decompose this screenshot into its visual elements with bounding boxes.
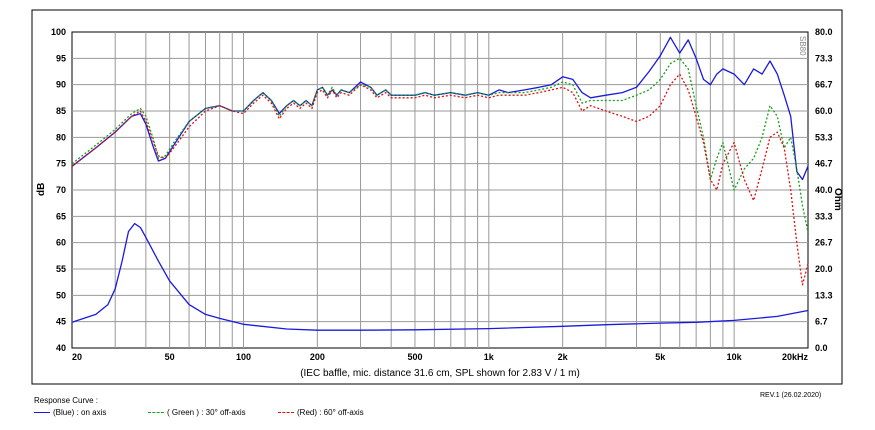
- watermark: SB80: [798, 36, 807, 56]
- series-line-impedance: [71, 222, 809, 331]
- y2-tick-label: 20.0: [815, 264, 833, 274]
- y2-tick-label: 66.7: [815, 80, 833, 90]
- grid-lines: [72, 32, 808, 348]
- series-group: [71, 36, 809, 331]
- outer-frame: [31, 9, 843, 385]
- legend-label-blue: (Blue) : on axis: [53, 408, 107, 417]
- y2-tick-label: 33.3: [815, 211, 833, 221]
- y-tick-label: 55: [56, 264, 66, 274]
- y-tick-label: 40: [56, 343, 66, 353]
- y-tick-label: 85: [56, 106, 66, 116]
- legend-swatch-blue: [34, 412, 50, 413]
- y-tick-label: 65: [56, 211, 66, 221]
- legend-label-red: (Red) : 60° off-axis: [297, 408, 364, 417]
- y2-tick-label: 13.3: [815, 290, 833, 300]
- y-tick-label: 50: [56, 290, 66, 300]
- y2-tick-label: 53.3: [815, 132, 833, 142]
- x-tick-label: 20: [72, 352, 82, 362]
- y-tick-label: 60: [56, 238, 66, 248]
- y2-tick-label: 0.0: [815, 343, 828, 353]
- series-line-green-30-off-axis: [71, 57, 809, 233]
- legend-item-red: (Red) : 60° off-axis: [278, 408, 364, 417]
- y2-tick-label: 60.0: [815, 106, 833, 116]
- y-tick-label: 90: [56, 80, 66, 90]
- y-tick-label: 100: [51, 27, 66, 37]
- x-tick-label: 2k: [558, 352, 569, 362]
- x-tick-label: 50: [165, 352, 175, 362]
- x-tick-label: 20kHz: [782, 352, 809, 362]
- legend-item-blue: (Blue) : on axis: [34, 408, 106, 417]
- frequency-response-chart: 40 45 50 55 60 65 70 75 80 85 90 95 100 0.0 6.7 13.3 20.…: [31, 9, 843, 385]
- y2-axis-label: Ohm: [832, 188, 843, 211]
- x-tick-label: 100: [236, 352, 251, 362]
- y-axis-label: dB: [36, 183, 47, 196]
- legend-item-green: ( Green ) : 30° off-axis: [148, 408, 246, 417]
- legend-heading: Response Curve :: [34, 396, 99, 405]
- revision-label: REV.1 (26.02.2020): [760, 392, 822, 399]
- x-tick-label: 5k: [655, 352, 666, 362]
- x-tick-label: 500: [407, 352, 422, 362]
- chart-caption: (IEC baffle, mic. distance 31.6 cm, SPL …: [300, 368, 580, 379]
- y-tick-label: 45: [56, 317, 66, 327]
- x-tick-label: 10k: [727, 352, 743, 362]
- x-tick-label: 1k: [484, 352, 495, 362]
- y2-tick-label: 40.0: [815, 185, 833, 195]
- y2-tick-label: 46.7: [815, 159, 833, 169]
- y2-tick-label: 6.7: [815, 317, 828, 327]
- y2-tick-label: 26.7: [815, 238, 833, 248]
- y-tick-label: 75: [56, 159, 66, 169]
- y-tick-label: 80: [56, 132, 66, 142]
- y2-tick-label: 80.0: [815, 27, 833, 37]
- y2-tick-label: 73.3: [815, 53, 833, 63]
- tick-labels: 40 45 50 55 60 65 70 75 80 85 90 95 100 0.0 6.7 13.3 20.…: [51, 27, 833, 362]
- y-tick-label: 95: [56, 53, 66, 63]
- legend-swatch-green: [148, 412, 164, 413]
- y-tick-label: 70: [56, 185, 66, 195]
- legend-swatch-red: [278, 412, 294, 413]
- x-tick-label: 200: [310, 352, 325, 362]
- legend-label-green: ( Green ) : 30° off-axis: [167, 408, 246, 417]
